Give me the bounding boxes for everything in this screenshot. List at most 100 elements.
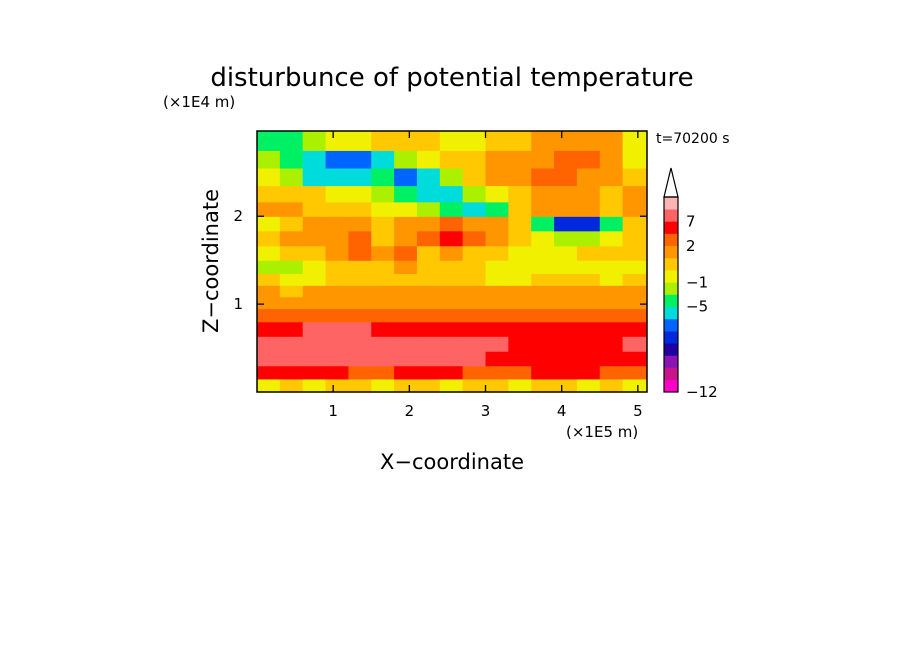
- contour-cell: [485, 230, 509, 247]
- contour-cell: [416, 365, 441, 380]
- contour-cell: [622, 378, 647, 392]
- contour-cell: [622, 131, 647, 151]
- contour-cell: [531, 308, 555, 323]
- contour-cell: [554, 285, 578, 298]
- contour-cell: [599, 230, 624, 247]
- contour-cell: [325, 336, 350, 352]
- contour-cell: [348, 150, 372, 169]
- contour-cell: [302, 365, 327, 380]
- contour-cell: [508, 308, 532, 323]
- colorbar-swatch: [664, 270, 678, 283]
- contour-cell: [416, 308, 441, 323]
- x-tick-label: 3: [481, 402, 491, 420]
- contour-cell: [394, 336, 418, 352]
- contour-cell: [599, 150, 624, 169]
- contour-cell: [462, 351, 487, 367]
- contour-cell: [485, 378, 509, 392]
- contour-cell: [348, 245, 372, 261]
- contour-cell: [325, 351, 350, 367]
- contour-cell: [554, 378, 578, 392]
- contour-cell: [462, 216, 487, 232]
- contour-cell: [371, 131, 395, 151]
- contour-cell: [599, 378, 624, 392]
- contour-cell: [371, 230, 395, 247]
- contour-cell: [371, 365, 395, 380]
- contour-cell: [531, 185, 555, 203]
- contour-cell: [325, 245, 350, 261]
- contour-cell: [599, 296, 624, 310]
- contour-cell: [622, 351, 647, 367]
- contour-cell: [279, 245, 304, 261]
- contour-cell: [508, 131, 532, 151]
- contour-cell: [279, 230, 304, 247]
- x-tick-label: 5: [633, 402, 643, 420]
- contour-cell: [257, 167, 281, 187]
- contour-cell: [576, 321, 601, 337]
- colorbar-swatch: [664, 294, 678, 307]
- colorbar-label: −5: [686, 298, 708, 316]
- contour-cell: [257, 336, 281, 352]
- contour-cell: [279, 167, 304, 187]
- contour-cell: [576, 167, 601, 187]
- contour-cell: [257, 273, 281, 286]
- contour-cell: [554, 308, 578, 323]
- contour-cell: [599, 336, 624, 352]
- contour-cell: [302, 131, 327, 151]
- contour-cell: [462, 321, 487, 337]
- contour-cell: [416, 260, 441, 274]
- contour-cell: [554, 336, 578, 352]
- x-tick-label: 2: [405, 402, 415, 420]
- contour-cell: [302, 216, 327, 232]
- contour-cell: [348, 185, 372, 203]
- contour-cell: [325, 365, 350, 380]
- contour-cell: [531, 260, 555, 274]
- colorbar-swatch: [664, 367, 678, 381]
- contour-cell: [325, 296, 350, 310]
- contour-cell: [302, 273, 327, 286]
- colorbar-swatch: [664, 282, 678, 295]
- contour-cell: [302, 321, 327, 337]
- contour-cell: [348, 201, 372, 217]
- contour-cell: [622, 201, 647, 217]
- contour-cell: [576, 365, 601, 380]
- contour-cell: [348, 336, 372, 352]
- contour-cell: [622, 216, 647, 232]
- contour-cell: [462, 336, 487, 352]
- contour-cell: [622, 245, 647, 261]
- contour-cell: [394, 365, 418, 380]
- contour-cell: [439, 185, 464, 203]
- contour-cell: [622, 321, 647, 337]
- contour-cell: [279, 150, 304, 169]
- contour-cell: [531, 378, 555, 392]
- contour-cell: [622, 296, 647, 310]
- contour-cell: [508, 230, 532, 247]
- contour-cell: [554, 296, 578, 310]
- contour-cell: [257, 321, 281, 337]
- contour-cell: [416, 245, 441, 261]
- contour-cell: [394, 260, 418, 274]
- contour-cell: [508, 245, 532, 261]
- plot-frame: [256, 130, 648, 393]
- contour-cell: [462, 131, 487, 151]
- contour-cell: [371, 245, 395, 261]
- contour-cell: [348, 308, 372, 323]
- contour-cell: [576, 296, 601, 310]
- contour-cell: [302, 308, 327, 323]
- contour-cell: [439, 365, 464, 380]
- contour-cell: [485, 260, 509, 274]
- contour-cell: [599, 285, 624, 298]
- contour-cell: [279, 273, 304, 286]
- contour-cell: [554, 230, 578, 247]
- contour-cell: [279, 296, 304, 310]
- colorbar-swatch: [664, 209, 678, 222]
- contour-cell: [348, 167, 372, 187]
- contour-cell: [325, 150, 350, 169]
- contour-cell: [462, 378, 487, 392]
- y-axis-label: Z−coordinate: [199, 189, 223, 333]
- contour-cell: [622, 167, 647, 187]
- contour-cell: [462, 365, 487, 380]
- contour-cell: [508, 365, 532, 380]
- contour-cell: [348, 131, 372, 151]
- contour-cell: [348, 351, 372, 367]
- contour-cell: [485, 321, 509, 337]
